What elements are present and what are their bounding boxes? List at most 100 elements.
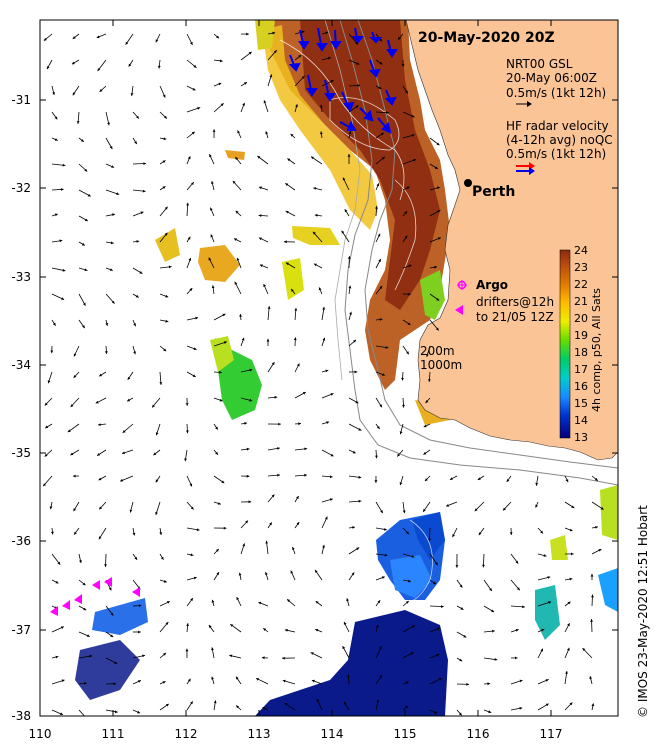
- gsl-arrow-head: [82, 582, 86, 586]
- sst-coastal-edge: [262, 25, 378, 230]
- gsl-arrow-head: [543, 554, 547, 557]
- gsl-arrow-head: [273, 50, 277, 54]
- gsl-arrow-head: [571, 552, 574, 556]
- gsl-arrow-head: [346, 598, 349, 602]
- gsl-arrow-head: [397, 453, 400, 457]
- gsl-arrow-head: [229, 654, 233, 658]
- gsl-arrow-head: [380, 510, 383, 514]
- gsl-arrow-head: [99, 373, 103, 377]
- x-tick-label: 110: [29, 727, 52, 741]
- gsl-arrow-head: [190, 701, 193, 705]
- gsl-arrow-head: [290, 133, 294, 137]
- gsl-arrow-head: [186, 430, 189, 434]
- gsl-arrow-head: [426, 353, 429, 357]
- gsl-arrow-head: [269, 522, 272, 526]
- gsl-arrow-head: [220, 103, 224, 107]
- gsl-arrow-head: [535, 504, 538, 508]
- y-tick-label: -31: [11, 93, 31, 107]
- gsl-arrow-head: [269, 74, 273, 78]
- gsl-arrow-head: [287, 599, 291, 603]
- gsl-arrow-head: [248, 500, 252, 504]
- gsl-arrow-head: [160, 556, 164, 560]
- gsl-arrow-head: [110, 241, 114, 245]
- gsl-arrow-head: [98, 477, 102, 481]
- gsl-arrow-head: [134, 141, 137, 145]
- gsl-arrow-head: [295, 104, 298, 108]
- gsl-arrow-head: [165, 319, 169, 323]
- gsl-arrow-head: [441, 605, 444, 608]
- gsl-arrow-head: [347, 256, 351, 259]
- gsl-arrow-head: [330, 80, 334, 83]
- gsl-arrow-head: [235, 210, 239, 214]
- gsl-arrow-head: [378, 86, 382, 89]
- colorbar: [559, 249, 571, 439]
- gsl-arrow-head: [356, 547, 360, 551]
- isobath-1000m: [339, 20, 618, 486]
- gsl-arrow-head: [73, 508, 77, 512]
- gsl-arrow-head: [411, 625, 415, 628]
- gsl-arrow-head: [287, 158, 291, 162]
- gsl-arrow-head: [52, 92, 55, 95]
- gsl-arrow-head: [436, 142, 440, 146]
- gsl-arrow-head: [81, 242, 85, 246]
- gsl-arrow-head: [155, 432, 159, 436]
- gsl-arrow-head: [434, 562, 438, 566]
- x-tick-label: 115: [394, 727, 417, 741]
- sst-deep-blue: [255, 610, 448, 716]
- y-tick-label: -32: [11, 181, 31, 195]
- gsl-arrow-head: [197, 107, 201, 110]
- gsl-arrow-head: [113, 682, 117, 686]
- colorbar-ticks: 24 23 22 21 20 19 18 17 16 15 14 13: [574, 244, 588, 444]
- gsl-arrow-head: [411, 134, 415, 137]
- gsl-arrow: [78, 709, 86, 716]
- gsl-arrow-head: [589, 676, 593, 679]
- gsl-arrow-head: [110, 612, 114, 616]
- gsl-arrow-head: [72, 92, 76, 96]
- gsl-arrow-head: [241, 337, 245, 341]
- gsl-arrow-head: [582, 648, 586, 651]
- gsl-arrow-head: [436, 653, 440, 657]
- gsl-arrow-head: [163, 652, 166, 656]
- gsl-arrow-head: [590, 573, 594, 577]
- y-axis-labels: -31 -32 -33 -34 -35 -36 -37 -38: [11, 93, 31, 723]
- gsl-arrow-head: [348, 131, 352, 135]
- gsl-arrow-head: [70, 404, 74, 407]
- gsl-arrow-head: [190, 598, 193, 601]
- gsl-arrow-head: [246, 447, 250, 451]
- gsl-arrow-head: [355, 400, 359, 404]
- gsl-arrow-head: [248, 51, 252, 55]
- gsl-arrow-head: [140, 211, 144, 215]
- gsl-arrow-head: [320, 131, 323, 135]
- gsl-arrow-head: [384, 553, 388, 557]
- gsl-arrow-head: [379, 38, 382, 42]
- gsl-arrow-head: [266, 338, 270, 342]
- gsl-arrow-head: [600, 507, 604, 510]
- gsl-arrow-head: [112, 213, 115, 217]
- gsl-arrow-head: [408, 292, 411, 296]
- gsl-arrow-head: [43, 483, 46, 487]
- gsl-arrow-head: [168, 265, 172, 269]
- gsl-arrow-head: [211, 181, 214, 184]
- gsl-arrow-head: [598, 549, 602, 552]
- gsl-arrow-head: [291, 288, 294, 292]
- gsl-arrow-head: [157, 65, 161, 69]
- map-title: 20-May-2020 20Z: [418, 30, 555, 46]
- gsl-arrow-head: [401, 64, 405, 67]
- gsl-arrow-head: [379, 646, 382, 649]
- gsl-arrow-head: [423, 451, 427, 455]
- gsl-arrow-head: [595, 526, 598, 529]
- gsl-arrow-head: [434, 711, 438, 714]
- gsl-arrow-head: [437, 627, 441, 631]
- gsl-arrow-head: [59, 239, 63, 243]
- gsl-arrow-head: [304, 473, 307, 477]
- gsl-arrow-head: [428, 538, 431, 542]
- gsl-arrow-head: [153, 452, 157, 456]
- gsl-arrow-head: [381, 576, 385, 579]
- gsl-arrow-head: [424, 478, 428, 482]
- gsl-arrow-head: [108, 587, 112, 591]
- gsl-arrow-head: [411, 555, 415, 558]
- drifters-line2: to 21/05 12Z: [476, 310, 554, 324]
- gsl-arrow-head: [540, 648, 543, 652]
- gsl-arrow-head: [514, 656, 518, 660]
